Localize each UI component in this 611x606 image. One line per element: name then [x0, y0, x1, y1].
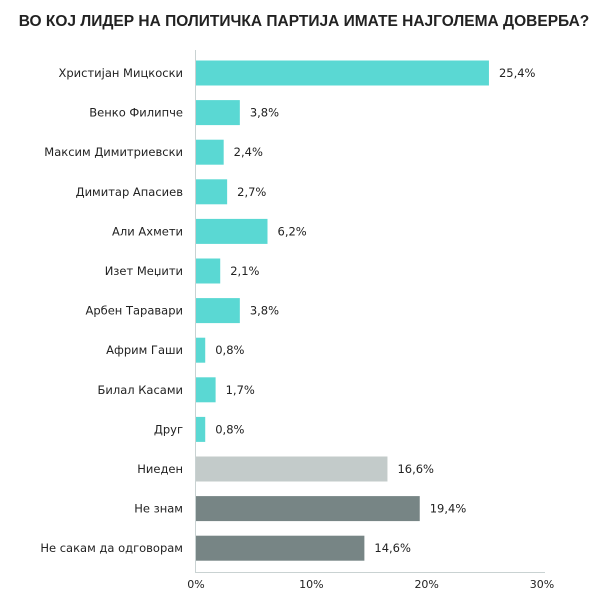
x-tick-label: 0% — [187, 578, 204, 591]
bar — [196, 496, 420, 522]
category-label: Али Ахмети — [112, 224, 183, 238]
category-label: Билал Касами — [98, 383, 184, 397]
category-label: Димитар Апасиев — [76, 185, 184, 199]
x-tick-label: 10% — [299, 578, 323, 591]
bar — [196, 179, 228, 205]
value-label: 2,1% — [230, 264, 259, 278]
bar — [196, 377, 216, 403]
value-label: 3,8% — [250, 304, 279, 318]
value-label: 0,8% — [215, 343, 244, 357]
x-tick-label: 30% — [530, 578, 554, 591]
chart-title: ВО КОЈ ЛИДЕР НА ПОЛИТИЧКА ПАРТИЈА ИМАТЕ … — [19, 13, 590, 30]
value-label: 2,4% — [234, 145, 263, 159]
bar — [196, 456, 388, 482]
value-label: 25,4% — [499, 66, 536, 80]
category-label: Арбен Таравари — [85, 304, 183, 318]
category-label: Максим Димитриевски — [44, 145, 183, 159]
value-label: 19,4% — [430, 502, 467, 516]
category-label: Ниеден — [137, 462, 183, 476]
category-label: Венко Филипче — [89, 106, 183, 120]
x-tick-label: 20% — [414, 578, 438, 591]
category-label: Не сакам да одговорам — [40, 541, 183, 555]
bar — [196, 535, 365, 561]
bar — [196, 139, 224, 165]
value-label: 6,2% — [278, 224, 307, 238]
category-label: Друг — [154, 422, 183, 436]
bar — [196, 298, 240, 324]
category-label: Африм Гаши — [106, 343, 183, 357]
bar — [196, 416, 206, 442]
value-label: 2,7% — [237, 185, 266, 199]
bar — [196, 100, 240, 126]
value-label: 14,6% — [374, 541, 411, 555]
value-label: 3,8% — [250, 106, 279, 120]
bar — [196, 337, 206, 363]
category-label: Изет Меџити — [105, 264, 183, 278]
value-label: 16,6% — [397, 462, 434, 476]
value-label: 0,8% — [215, 422, 244, 436]
value-label: 1,7% — [226, 383, 255, 397]
bar — [196, 60, 489, 86]
category-label: Христијан Мицкоски — [58, 66, 183, 80]
bar — [196, 218, 268, 244]
category-label: Не знам — [134, 502, 183, 516]
bar — [196, 258, 221, 284]
